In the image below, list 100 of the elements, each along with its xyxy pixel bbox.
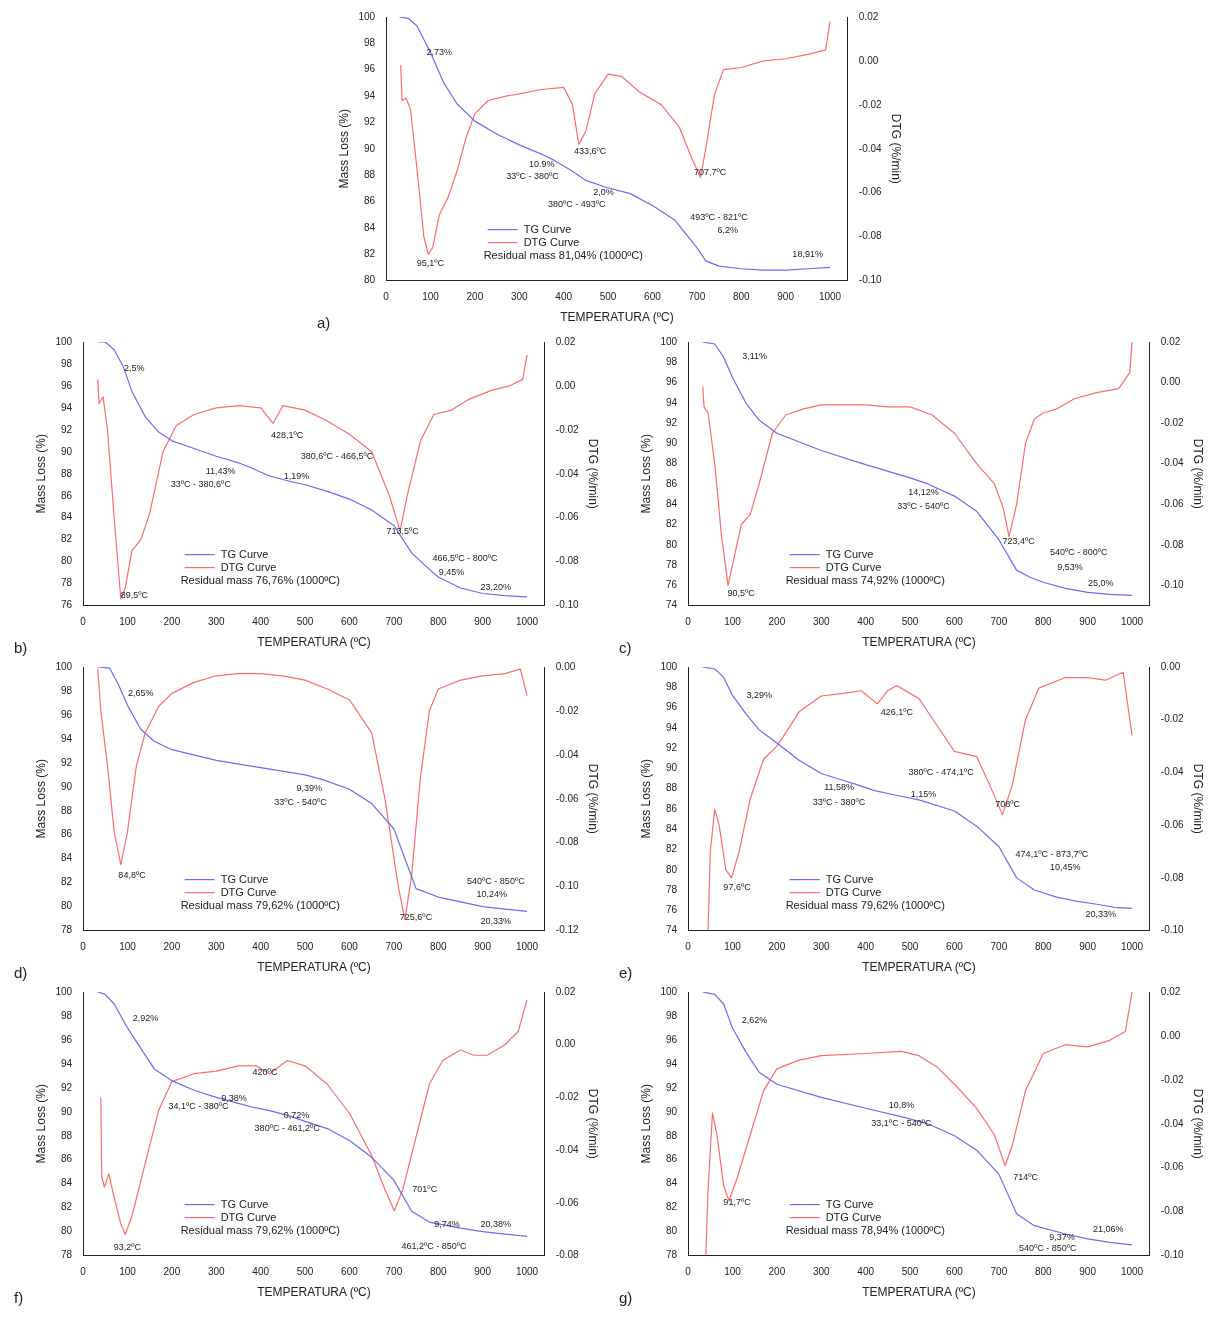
y-tick-label: 88 — [60, 804, 73, 816]
y-tick-label: 100 — [660, 335, 678, 347]
x-tick-label: 0 — [80, 941, 87, 953]
x-tick-label: 900 — [474, 1266, 492, 1278]
x-tick-label: 800 — [1034, 941, 1053, 953]
y2-tick-label: -0.08 — [1160, 1205, 1185, 1217]
x-tick-label: 600 — [341, 616, 359, 628]
x-tick-label: 100 — [724, 941, 742, 953]
y-tick-label: 86 — [60, 489, 73, 501]
annotation: 93,2ºC — [113, 1241, 142, 1252]
x-tick-label: 800 — [429, 941, 448, 953]
y2-tick-label: -0.08 — [858, 230, 882, 242]
x-tick-label: 700 — [990, 1266, 1008, 1278]
annotation: 89,5ºC — [120, 589, 149, 600]
y-axis-title: Mass Loss (%) — [638, 759, 653, 839]
y-tick-label: 88 — [665, 1129, 678, 1141]
x-tick-label: 200 — [768, 616, 786, 628]
x-tick-label: 900 — [1079, 1266, 1097, 1278]
annotation: 91,7ºC — [723, 1197, 752, 1208]
y-tick-label: 90 — [665, 762, 678, 774]
x-tick-label: 100 — [119, 941, 137, 953]
y-tick-label: 98 — [60, 1009, 73, 1021]
y2-tick-label: -0.02 — [858, 98, 882, 110]
y-tick-label: 90 — [665, 1105, 678, 1117]
y-tick-label: 74 — [665, 924, 678, 936]
x-tick-label: 400 — [252, 616, 270, 628]
y-tick-label: 80 — [665, 1225, 678, 1237]
y2-tick-label: -0.08 — [555, 836, 580, 848]
y-tick-label: 92 — [665, 1081, 678, 1093]
legend-label: TG Curve — [825, 1197, 874, 1210]
annotation: 493ºC - 821ºC — [689, 211, 748, 222]
annotation: 0,72% — [283, 1109, 310, 1120]
annotation: 725,6ºC — [399, 911, 433, 922]
annotation: 9,39% — [296, 782, 323, 793]
y-tick-label: 96 — [60, 379, 73, 391]
x-tick-label: 600 — [946, 616, 964, 628]
y-tick-label: 86 — [665, 802, 678, 814]
x-tick-label: 800 — [732, 291, 750, 303]
x-tick-label: 800 — [429, 616, 448, 628]
x-tick-label: 400 — [252, 1266, 270, 1278]
annotation: 380ºC - 493ºC — [547, 198, 606, 209]
y2-axis-title: DTG (%/min) — [586, 438, 601, 509]
text: e) — [619, 963, 633, 981]
y-tick-label: 84 — [665, 1177, 678, 1189]
annotation: 714ºC — [1013, 1172, 1039, 1183]
y-tick-label: 90 — [60, 1105, 73, 1117]
y-tick-label: 100 — [55, 335, 73, 347]
x-tick-label: 0 — [685, 616, 692, 628]
y-tick-label: 94 — [363, 89, 376, 101]
legend-label: DTG Curve — [220, 885, 277, 898]
y2-axis-title: DTG (%/min) — [586, 763, 601, 834]
y-tick-label: 98 — [665, 356, 678, 368]
x-tick-label: 0 — [685, 1266, 692, 1278]
annotation: 14,12% — [908, 486, 939, 497]
y2-tick-label: -0.06 — [555, 511, 580, 523]
legend-label: TG Curve — [825, 872, 874, 885]
annotation: 33ºC - 380,6ºC — [170, 479, 232, 490]
x-tick-label: 300 — [207, 941, 226, 953]
x-tick-label: 100 — [119, 616, 137, 628]
text: b) — [14, 638, 28, 656]
y-tick-label: 86 — [60, 828, 73, 840]
x-tick-label: 0 — [382, 291, 389, 303]
y-axis-title: Mass Loss (%) — [33, 1084, 48, 1164]
y2-tick-label: -0.02 — [555, 704, 580, 716]
x-tick-label: 1000 — [515, 941, 539, 953]
y-tick-label: 88 — [363, 168, 376, 180]
y-tick-label: 90 — [665, 437, 678, 449]
x-tick-label: 200 — [768, 1266, 786, 1278]
x-tick-label: 700 — [688, 291, 706, 303]
y2-tick-label: 0.00 — [555, 379, 576, 391]
x-tick-label: 200 — [163, 616, 181, 628]
y-tick-label: 96 — [60, 708, 73, 720]
y2-tick-label: -0.06 — [555, 1196, 580, 1208]
y2-tick-label: 0.00 — [555, 660, 576, 672]
y2-tick-label: 0.00 — [858, 54, 879, 66]
x-tick-label: 700 — [385, 616, 403, 628]
legend-label: TG Curve — [220, 547, 269, 560]
y2-tick-label: -0.06 — [1160, 818, 1185, 830]
x-tick-label: 0 — [80, 1266, 87, 1278]
y-tick-label: 78 — [665, 1249, 678, 1261]
text: c) — [619, 638, 632, 656]
x-axis-title: TEMPERATURA (ºC) — [862, 1285, 976, 1300]
y-tick-label: 100 — [357, 10, 376, 22]
y-tick-label: 82 — [60, 533, 73, 545]
annotation: 3,11% — [742, 350, 767, 361]
y2-tick-label: -0.06 — [1160, 497, 1185, 509]
y-tick-label: 98 — [363, 37, 376, 49]
y-tick-label: 98 — [60, 684, 73, 696]
x-tick-label: 900 — [474, 616, 492, 628]
y-tick-label: 96 — [363, 63, 376, 75]
x-tick-label: 200 — [163, 941, 181, 953]
y-tick-label: 82 — [665, 518, 678, 530]
annotation: 18,91% — [791, 248, 823, 259]
y-tick-label: 78 — [665, 883, 678, 895]
y-tick-label: 82 — [665, 1201, 678, 1213]
y2-tick-label: -0.04 — [555, 467, 580, 479]
y-tick-label: 84 — [363, 221, 376, 233]
annotation: 9,45% — [438, 567, 465, 578]
y-tick-label: 86 — [363, 195, 376, 207]
annotation: 380ºC - 461,2ºC — [254, 1123, 321, 1134]
